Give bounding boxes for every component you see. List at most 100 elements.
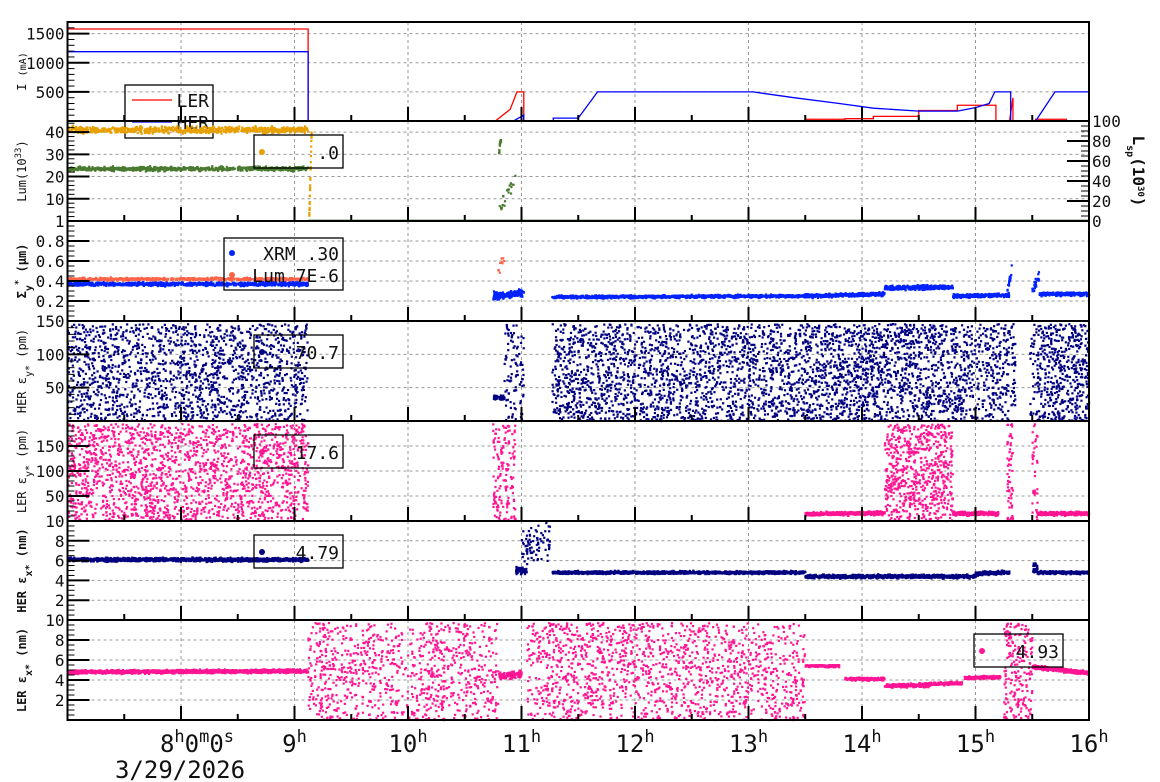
data-point	[251, 126, 255, 129]
data-point	[97, 129, 100, 132]
data-point	[213, 126, 216, 129]
data-point	[287, 129, 290, 132]
data-point	[121, 282, 125, 285]
data-point	[495, 296, 498, 300]
data-point	[248, 129, 251, 132]
data-point	[245, 278, 248, 281]
data-point	[179, 130, 182, 134]
data-point	[186, 282, 190, 285]
data-point	[285, 277, 288, 280]
data-point	[200, 129, 204, 132]
data-point	[201, 282, 204, 285]
data-point	[165, 168, 168, 171]
data-point	[247, 126, 250, 129]
data-point	[75, 277, 79, 281]
data-point	[267, 169, 270, 172]
data-point	[502, 294, 505, 297]
data-point	[166, 167, 170, 171]
data-point	[217, 277, 221, 280]
data-point	[179, 169, 182, 173]
data-point	[834, 295, 837, 298]
data-point	[225, 277, 229, 281]
data-point	[670, 295, 673, 298]
data-point	[309, 161, 312, 164]
data-point	[73, 167, 76, 170]
data-point	[122, 169, 126, 172]
data-point	[224, 126, 227, 129]
data-point	[178, 278, 181, 281]
data-point	[301, 165, 304, 168]
data-point	[217, 127, 220, 130]
data-point	[309, 155, 313, 158]
panel-frame	[66, 120, 1090, 222]
data-point	[186, 129, 189, 133]
data-point	[228, 125, 231, 129]
data-point	[266, 131, 270, 134]
data-point	[270, 169, 274, 172]
data-point	[279, 130, 282, 133]
data-point	[191, 282, 194, 285]
data-point	[300, 277, 303, 281]
data-point	[264, 126, 267, 129]
data-point	[191, 125, 194, 128]
data-point	[172, 130, 175, 133]
data-point	[305, 278, 308, 281]
data-point	[103, 127, 106, 130]
data-point	[258, 278, 261, 281]
right-axis-tick-label: 20	[1092, 192, 1111, 211]
data-point	[220, 132, 223, 135]
data-point	[186, 128, 189, 131]
data-point	[82, 127, 86, 130]
data-point	[308, 188, 312, 192]
data-point	[164, 284, 168, 287]
data-point	[255, 130, 258, 133]
data-point	[281, 278, 284, 281]
data-point	[249, 168, 252, 172]
data-point	[191, 277, 194, 280]
data-point	[126, 130, 129, 133]
data-point	[114, 128, 118, 132]
data-point	[87, 168, 91, 172]
data-point	[117, 130, 120, 133]
data-point	[70, 128, 73, 131]
data-point	[241, 128, 244, 131]
data-point	[270, 125, 274, 128]
y-tick-label: 20	[45, 168, 64, 187]
legend-dot-swatch	[259, 149, 265, 155]
data-point	[241, 166, 244, 169]
data-point	[281, 283, 284, 286]
data-point	[69, 167, 72, 170]
data-point	[276, 279, 279, 282]
data-point	[130, 130, 133, 134]
data-point	[119, 131, 123, 134]
data-point	[241, 126, 244, 129]
data-point	[205, 284, 208, 288]
data-point	[281, 129, 284, 132]
data-point	[123, 130, 126, 133]
data-point	[207, 166, 210, 169]
data-point	[104, 167, 107, 170]
data-point	[74, 167, 77, 170]
data-point	[151, 132, 154, 135]
data-point	[107, 284, 110, 287]
data-point	[276, 128, 279, 131]
y-axis-label-2: Lum(1033)	[14, 140, 29, 201]
data-point	[299, 126, 302, 129]
data-point	[125, 126, 128, 130]
legend-box	[253, 134, 344, 169]
data-point	[148, 167, 151, 170]
data-point	[220, 165, 223, 168]
data-point	[724, 295, 728, 298]
data-point	[96, 127, 99, 131]
data-point	[556, 296, 559, 299]
data-point	[732, 295, 735, 298]
data-point	[99, 283, 102, 286]
data-point	[119, 278, 122, 281]
data-point	[309, 176, 312, 179]
data-point	[150, 169, 153, 172]
data-point	[82, 166, 86, 169]
data-point	[212, 125, 215, 128]
data-point	[272, 129, 275, 132]
data-point	[231, 279, 234, 282]
data-point	[216, 128, 219, 131]
